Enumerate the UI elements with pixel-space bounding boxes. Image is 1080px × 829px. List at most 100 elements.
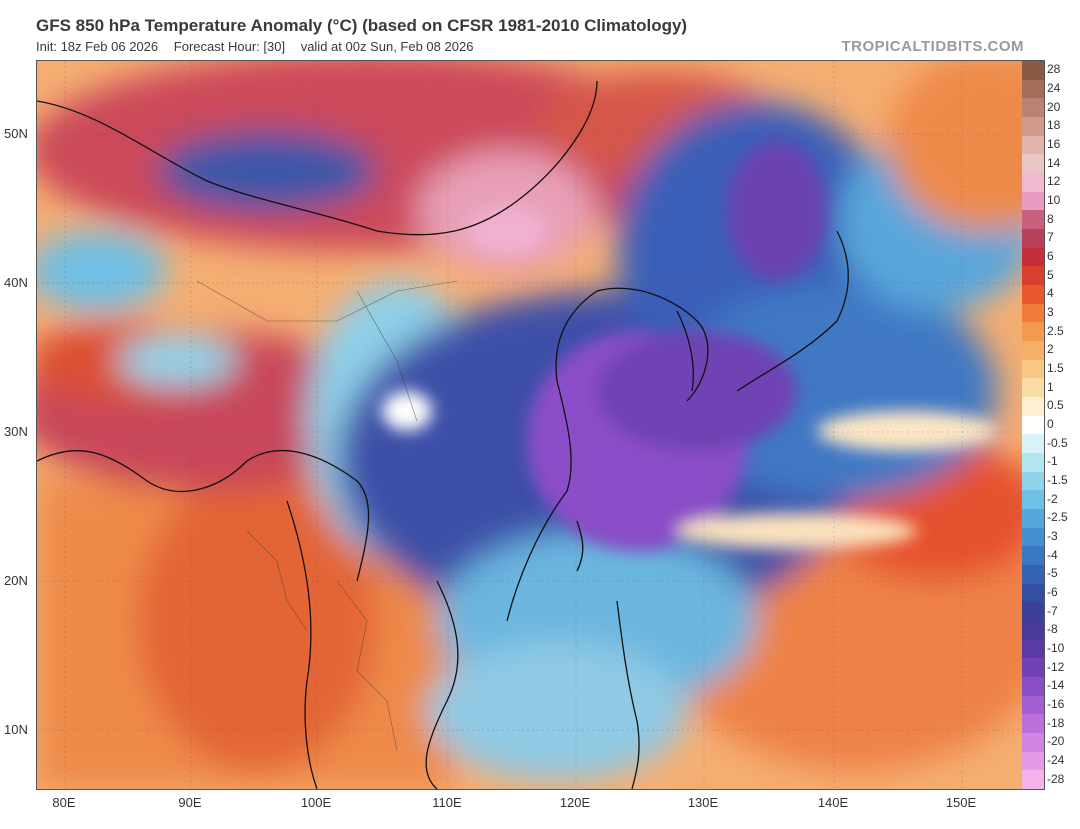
colorbar-label: -0.5 [1047, 435, 1068, 450]
colorbar-label: -4 [1047, 547, 1058, 562]
colorbar-label: -2.5 [1047, 510, 1068, 525]
colorbar-cell [1022, 191, 1044, 211]
colorbar-label: 8 [1047, 211, 1054, 226]
colorbar-label: 6 [1047, 249, 1054, 263]
colorbar-cell [1022, 341, 1044, 361]
colorbar-label: -8 [1047, 622, 1058, 637]
colorbar-label: -6 [1047, 585, 1058, 599]
colorbar-label: 1.5 [1047, 361, 1064, 375]
colorbar-cell [1022, 79, 1044, 99]
lon-label-100e: 100E [300, 795, 332, 810]
colorbar-cell [1022, 61, 1044, 81]
brand-logo: TROPICALTIDBITS.COM [841, 38, 1024, 55]
colorbar-label: -18 [1047, 715, 1065, 730]
colorbar-label: -20 [1047, 734, 1065, 749]
colorbar-label: -1 [1047, 454, 1058, 469]
colorbar-cell [1022, 621, 1044, 641]
colorbar-cell [1022, 677, 1044, 697]
lat-label-50n: 50N [4, 126, 28, 141]
colorbar-cell [1022, 135, 1044, 155]
colorbar-cell [1022, 527, 1044, 547]
colorbar-cell [1022, 471, 1044, 491]
lon-label-150e: 150E [945, 795, 977, 810]
colorbar-cell [1022, 565, 1044, 585]
colorbar-label: 24 [1047, 81, 1061, 95]
colorbar-cell [1022, 359, 1044, 379]
colorbar-cell [1022, 247, 1044, 267]
graticule [37, 61, 1023, 789]
colorbar-label: 1 [1047, 379, 1054, 394]
colorbar-cell [1022, 117, 1044, 137]
colorbar-cell [1022, 285, 1044, 305]
colorbar-cell [1022, 509, 1044, 529]
lon-label-140e: 140E [817, 795, 849, 810]
colorbar-label: 16 [1047, 137, 1061, 151]
map-title: GFS 850 hPa Temperature Anomaly (°C) (ba… [36, 16, 688, 35]
lat-label-20n: 20N [4, 573, 28, 588]
lon-label-90e: 90E [178, 795, 202, 810]
colorbar-label: 14 [1047, 155, 1061, 170]
colorbar-label: 3 [1047, 305, 1054, 319]
colorbar-cell [1022, 210, 1044, 230]
colorbar-cell [1022, 695, 1044, 715]
colorbar-cell [1022, 453, 1044, 473]
colorbar-label: 4 [1047, 286, 1054, 301]
lat-label-10n: 10N [4, 722, 28, 737]
colorbar-cell [1022, 266, 1044, 286]
init-time: Init: 18z Feb 06 2026 [36, 39, 159, 54]
colorbar-label: 10 [1047, 193, 1061, 207]
colorbar-cell [1022, 322, 1044, 342]
colorbar-label: -16 [1047, 697, 1065, 711]
colorbar-label: -28 [1047, 771, 1065, 786]
colorbar-cell [1022, 173, 1044, 193]
lon-label-130e: 130E [687, 795, 719, 810]
colorbar-cell [1022, 770, 1044, 790]
lon-label-120e: 120E [559, 795, 591, 810]
colorbar-cell [1022, 639, 1044, 659]
colorbar-label: -3 [1047, 529, 1058, 543]
colorbar-label: 0.5 [1047, 398, 1064, 413]
colorbar-label: 2.5 [1047, 323, 1064, 338]
colorbar-label: -24 [1047, 753, 1065, 767]
colorbar-label: -7 [1047, 603, 1058, 618]
colorbar-cell [1022, 397, 1044, 417]
colorbar-cell [1022, 303, 1044, 323]
colorbar-label: -2 [1047, 491, 1058, 506]
forecast-hour: Forecast Hour: [30] [173, 39, 286, 54]
colorbar-label: 0 [1047, 417, 1054, 431]
colorbar-cell [1022, 583, 1044, 603]
colorbar-cell [1022, 751, 1044, 771]
colorbar-cell [1022, 733, 1044, 753]
colorbar-cell [1022, 378, 1044, 398]
colorbar-label: -10 [1047, 641, 1065, 655]
colorbar-label: 7 [1047, 230, 1054, 245]
colorbar-cell [1022, 490, 1044, 510]
colorbar [1022, 60, 1045, 790]
anomaly-map-canvas [37, 61, 1023, 789]
colorbar-cell [1022, 98, 1044, 118]
colorbar-cell [1022, 154, 1044, 174]
valid-time: valid at 00z Sun, Feb 08 2026 [300, 39, 474, 54]
colorbar-label: 2 [1047, 342, 1054, 357]
lon-label-110e: 110E [432, 795, 462, 810]
coastline-overlay [37, 80, 849, 789]
colorbar-label: 20 [1047, 99, 1061, 114]
colorbar-cell [1022, 546, 1044, 566]
colorbar-label: 28 [1047, 62, 1061, 77]
map-subtitle: Init: 18z Feb 06 2026 Forecast Hour: [30… [36, 39, 485, 54]
colorbar-label: -1.5 [1047, 473, 1068, 487]
lon-label-80e: 80E [52, 795, 76, 810]
colorbar-cell [1022, 658, 1044, 678]
anomaly-map [36, 60, 1024, 790]
colorbar-label: -12 [1047, 659, 1065, 674]
colorbar-label: 12 [1047, 174, 1061, 189]
lat-label-40n: 40N [4, 275, 28, 290]
colorbar-cell [1022, 434, 1044, 454]
colorbar-cell [1022, 415, 1044, 435]
lat-label-30n: 30N [4, 424, 28, 439]
colorbar-label: 5 [1047, 267, 1054, 282]
colorbar-cell [1022, 602, 1044, 622]
colorbar-cell [1022, 229, 1044, 249]
colorbar-label: -14 [1047, 678, 1065, 693]
colorbar-label: 18 [1047, 118, 1061, 133]
